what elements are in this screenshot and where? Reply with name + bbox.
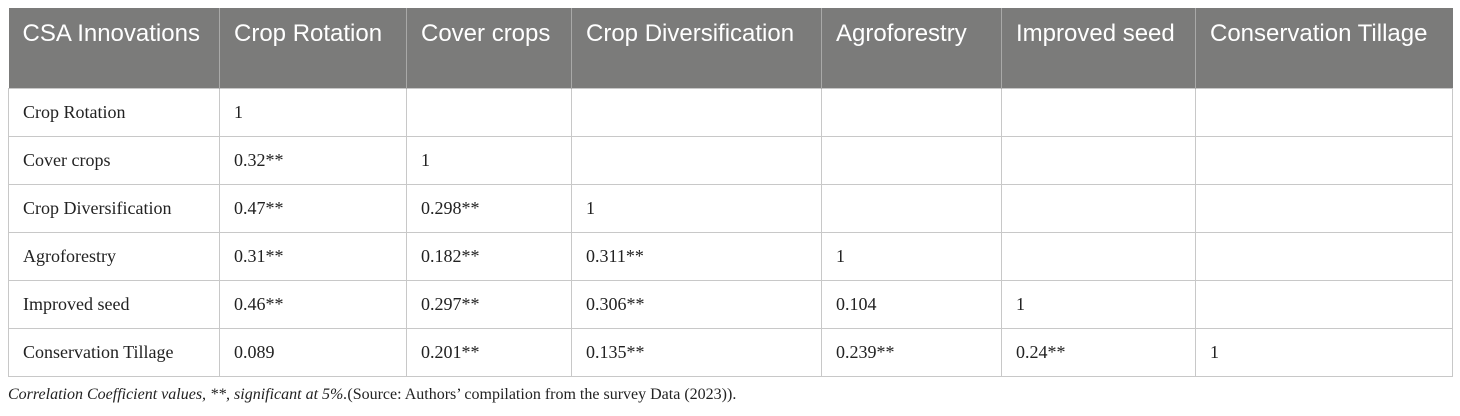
header-improved-seed: Improved seed [1001,8,1196,89]
table-cell: 0.298** [406,184,572,233]
table-cell [1001,136,1196,185]
table-row: Crop Diversification 0.47** 0.298** 1 [8,184,1453,233]
table-cell: 0.182** [406,232,572,281]
table-cell [1195,280,1453,329]
header-agroforestry: Agroforestry [821,8,1002,89]
table-cell: 0.089 [219,328,407,377]
table-cell: 0.46** [219,280,407,329]
row-label: Conservation Tillage [8,328,220,377]
table-cell: 1 [571,184,822,233]
table-cell: 0.32** [219,136,407,185]
header-conservation-tillage: Conservation Tillage [1195,8,1453,89]
table-cell: 0.47** [219,184,407,233]
table-cell [821,184,1002,233]
table-cell [1195,88,1453,137]
correlation-table-container: CSA Innovations Crop Rotation Cover crop… [8,8,1453,404]
header-csa-innovations: CSA Innovations [8,8,220,89]
table-cell: 1 [1195,328,1453,377]
row-label: Crop Rotation [8,88,220,137]
table-cell [1195,136,1453,185]
table-cell: 0.135** [571,328,822,377]
table-cell: 0.24** [1001,328,1196,377]
table-cell: 1 [219,88,407,137]
row-label: Agroforestry [8,232,220,281]
table-cell [1001,88,1196,137]
table-row: Crop Rotation 1 [8,88,1453,137]
footnote-italic: Correlation Coefficient values, **, sign… [8,386,348,403]
row-label: Cover crops [8,136,220,185]
table-cell: 0.104 [821,280,1002,329]
table-cell [1195,184,1453,233]
row-label: Crop Diversification [8,184,220,233]
table-cell [571,136,822,185]
table-cell: 1 [406,136,572,185]
header-cover-crops: Cover crops [406,8,572,89]
table-cell [571,88,822,137]
table-header-row: CSA Innovations Crop Rotation Cover crop… [8,8,1453,89]
table-cell: 0.31** [219,232,407,281]
table-footnote: Correlation Coefficient values, **, sign… [8,386,1452,404]
header-crop-rotation: Crop Rotation [219,8,407,89]
correlation-table: CSA Innovations Crop Rotation Cover crop… [8,8,1453,377]
table-cell: 0.311** [571,232,822,281]
table-cell [1001,232,1196,281]
table-cell: 1 [1001,280,1196,329]
table-cell [821,136,1002,185]
table-cell [1001,184,1196,233]
table-cell: 0.306** [571,280,822,329]
table-cell [1195,232,1453,281]
table-cell [821,88,1002,137]
table-row: Conservation Tillage 0.089 0.201** 0.135… [8,328,1453,377]
table-cell: 0.239** [821,328,1002,377]
header-crop-diversification: Crop Diversification [571,8,822,89]
table-row: Agroforestry 0.31** 0.182** 0.311** 1 [8,232,1453,281]
footnote-source: (Source: Authors’ compilation from the s… [347,386,737,403]
table-cell [406,88,572,137]
row-label: Improved seed [8,280,220,329]
table-cell: 1 [821,232,1002,281]
table-cell: 0.297** [406,280,572,329]
table-row: Improved seed 0.46** 0.297** 0.306** 0.1… [8,280,1453,329]
table-cell: 0.201** [406,328,572,377]
table-row: Cover crops 0.32** 1 [8,136,1453,185]
